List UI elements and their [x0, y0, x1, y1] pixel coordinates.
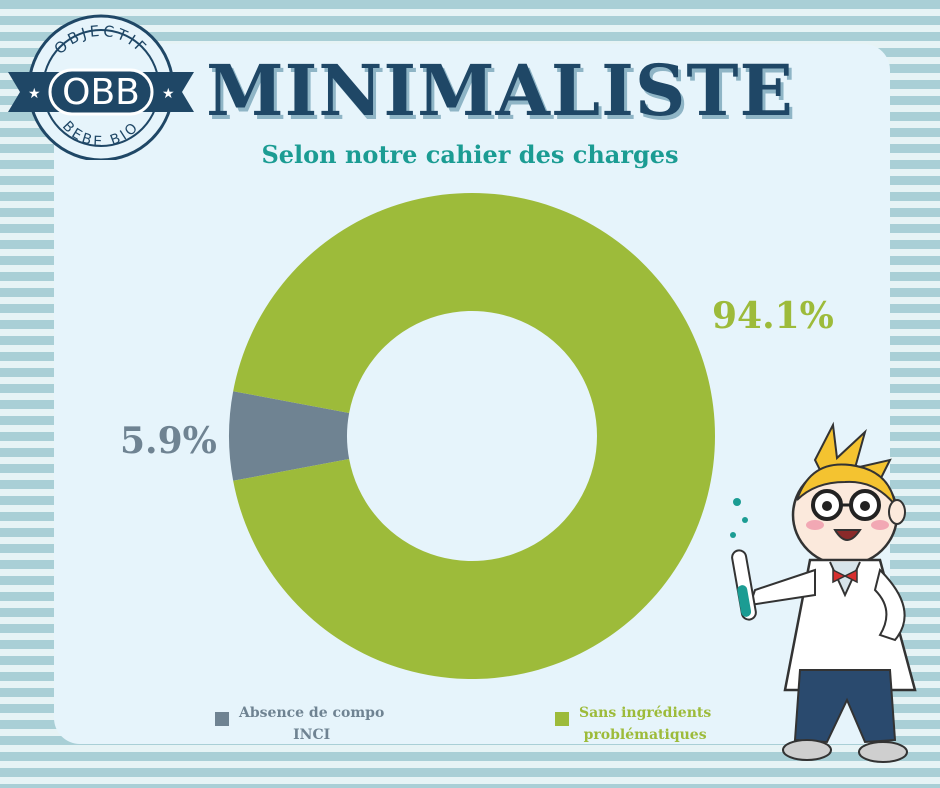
slice-label-green: 94.1%	[712, 295, 834, 337]
legend-item-sans: Sans ingrédients problématiques	[555, 702, 711, 746]
legend-item-absence: Absence de compo INCI	[215, 702, 384, 746]
page-title: MINIMALISTE	[206, 49, 794, 132]
legend-label-line2: problématiques	[583, 727, 707, 743]
logo-main-text: OBB	[62, 72, 140, 113]
legend-label-line1: Absence de compo	[239, 705, 385, 721]
obb-logo: OBJECTIF BEBE BIO ★ ★ OBB	[8, 14, 194, 160]
donut-slice-1	[233, 193, 715, 680]
svg-text:★: ★	[162, 86, 175, 102]
legend-swatch-green	[555, 712, 569, 726]
slice-label-gray: 5.9%	[120, 420, 217, 462]
legend-label-line1: Sans ingrédients	[579, 705, 712, 721]
scientist-mascot-icon	[730, 421, 917, 763]
legend-label-line2: INCI	[293, 727, 331, 743]
svg-text:★: ★	[28, 86, 41, 102]
donut-slice-0	[228, 391, 350, 481]
legend-swatch-gray	[215, 712, 229, 726]
page-subtitle: Selon notre cahier des charges	[261, 140, 679, 169]
